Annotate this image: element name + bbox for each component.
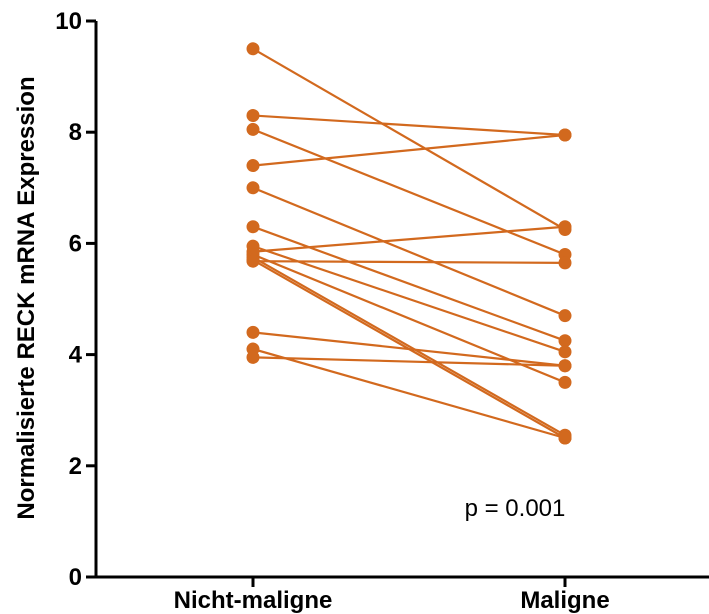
point-nicht-maligne-6: [246, 220, 260, 234]
y-tick-label-4: 4: [69, 342, 83, 369]
point-nicht-maligne-4: [246, 159, 260, 173]
point-nicht-maligne-12: [246, 254, 260, 268]
pair-line-8: [252, 225, 566, 253]
point-nicht-maligne-3: [246, 122, 260, 136]
pair-line-1: [252, 47, 566, 231]
point-nicht-maligne-2: [246, 109, 260, 123]
paired-series: [246, 42, 572, 445]
point-maligne-8: [558, 220, 572, 234]
y-tick-label-2: 2: [69, 453, 82, 480]
x-tick-label-nicht-maligne: Nicht-maligne: [174, 587, 333, 614]
y-tick-label-0: 0: [69, 564, 82, 591]
pair-line-2: [252, 114, 566, 137]
point-maligne-14: [558, 431, 572, 445]
pair-line-4: [252, 133, 566, 167]
point-nicht-maligne-13: [246, 325, 260, 339]
pair-line-12: [252, 260, 566, 264]
point-maligne-12: [558, 256, 572, 270]
point-nicht-maligne-15: [246, 350, 260, 364]
y-axis-ticks: 0 2 4 6 8 10: [55, 8, 96, 591]
pair-line-5: [252, 186, 566, 317]
point-maligne-4: [558, 128, 572, 142]
point-maligne-6: [558, 334, 572, 348]
y-tick-label-8: 8: [69, 119, 82, 146]
point-maligne-7: [558, 345, 572, 359]
pair-line-3: [252, 128, 566, 256]
pair-line-13: [252, 331, 566, 367]
p-value-annotation: p = 0.001: [465, 495, 566, 522]
point-nicht-maligne-5: [246, 181, 260, 195]
pair-line-7: [252, 245, 566, 353]
pair-line-10: [252, 256, 566, 437]
y-tick-label-10: 10: [55, 8, 82, 35]
x-tick-label-maligne: Maligne: [520, 587, 609, 614]
y-axis-title: Normalisierte RECK mRNA Expression: [13, 76, 40, 519]
point-maligne-15: [558, 359, 572, 373]
pair-line-6: [252, 225, 566, 342]
y-tick-label-6: 6: [69, 230, 82, 257]
point-maligne-9: [558, 375, 572, 389]
point-nicht-maligne-1: [246, 42, 260, 56]
pair-line-14: [252, 347, 566, 440]
pair-line-15: [252, 356, 566, 367]
point-maligne-5: [558, 309, 572, 323]
